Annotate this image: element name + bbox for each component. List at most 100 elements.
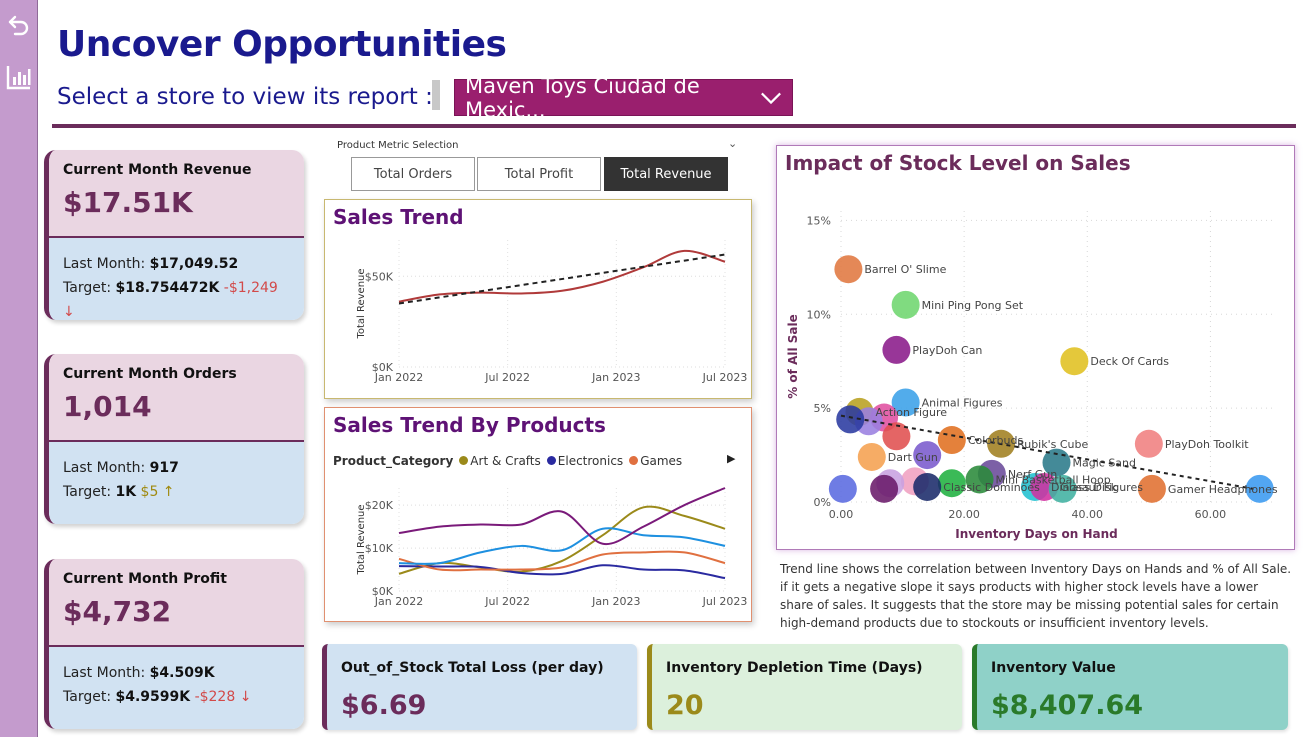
sales-by-products-series-line <box>398 487 726 546</box>
stock-impact-x-tick: 60.00 <box>1195 508 1227 521</box>
kpi-revenue-value: $17.51K <box>63 186 193 219</box>
data-point-mini-basketball-hoop <box>965 465 994 494</box>
legend-item-games[interactable]: Games <box>629 454 682 468</box>
sales-by-products-y-tick: $0K <box>372 585 394 598</box>
store-select-label: Select a store to view its report : <box>57 84 433 110</box>
sales-by-products-y-tick: $10K <box>365 542 394 555</box>
sales-trend-y-tick: $50K <box>365 270 394 283</box>
stock-impact-title: Impact of Stock Level on Sales <box>785 151 1131 175</box>
data-label-colorbuds: Colorbuds <box>968 434 1024 447</box>
stock-impact-y-label: % of All Sale <box>786 314 800 399</box>
metric-button-total-revenue[interactable]: Total Revenue <box>604 157 728 191</box>
data-label-mini-basketball-hoop: Mini Basketball Hoop <box>996 473 1111 486</box>
kpi-card-revenue: Current Month Revenue $17.51K Last Month… <box>44 150 304 320</box>
data-point-playdoh-toolkit <box>1134 429 1163 458</box>
data-label-rubik-s-cube: Rubik's Cube <box>1017 438 1088 451</box>
product-legend: Product_Category Art & Crafts Electronic… <box>333 454 682 468</box>
legend-item-art-crafts[interactable]: Art & Crafts <box>459 454 541 468</box>
data-point-classic-dominoes <box>913 472 942 501</box>
kpi-orders-variance: $5 ↑ <box>140 484 175 500</box>
sales-trend-title: Sales Trend <box>333 205 464 229</box>
sales-by-products-title: Sales Trend By Products <box>333 413 606 437</box>
kpi-orders-value: 1,014 <box>63 390 152 423</box>
data-label-action-figure: Action Figure <box>875 406 947 419</box>
kpi-loss-label: Out_of_Stock Total Loss (per day) <box>341 660 604 676</box>
sales-by-products-series-line <box>398 564 726 580</box>
stock-impact-trend-line <box>840 414 1254 490</box>
kpi-depletion-label: Inventory Depletion Time (Days) <box>666 660 923 676</box>
kpi-revenue-target: Target: $18.754472K -$1,249 ↓ <box>63 280 278 320</box>
sales-trend-x-tick: Jan 2022 <box>374 371 423 384</box>
stock-impact-y-tick: 10% <box>807 308 831 321</box>
legend-next-icon[interactable]: ▶ <box>727 452 736 465</box>
kpi-inventory-label: Inventory Value <box>991 660 1116 676</box>
data-point-dart-gun <box>857 442 886 471</box>
legend-item-electronics[interactable]: Electronics <box>546 454 623 468</box>
sales-by-products-y-tick: $20K <box>365 499 394 512</box>
kpi-depletion-value: 20 <box>666 690 704 721</box>
store-dropdown[interactable]: Maven Toys Ciudad de Mexic... <box>454 74 793 122</box>
data-label-animal-figures: Animal Figures <box>922 396 1003 409</box>
data-point <box>1048 474 1077 503</box>
sales-by-products-x-tick: Jan 2023 <box>591 595 640 608</box>
data-point-deck-of-cards <box>1060 347 1089 376</box>
sales-trend-series-line <box>398 249 726 303</box>
data-point <box>882 422 911 451</box>
sales-trend-y-label: Total Revenue <box>356 268 367 339</box>
trend-explanation: Trend line shows the correlation between… <box>780 562 1292 630</box>
data-label-dinosaur-figures: Dinosaur Figures <box>1051 481 1143 494</box>
header-rule <box>52 124 1296 128</box>
sales-trend-x-tick: Jul 2023 <box>702 371 748 384</box>
data-point <box>937 469 966 498</box>
stock-impact-y-tick: 5% <box>814 402 831 415</box>
metric-button-total-profit[interactable]: Total Profit <box>477 157 601 191</box>
data-point-barrel-o-slime <box>834 255 863 284</box>
kpi-inventory-value-number: $8,407.64 <box>991 690 1144 721</box>
kpi-revenue-variance: -$1,249 ↓ <box>63 280 278 320</box>
sales-by-products-series-line <box>398 527 726 565</box>
kpi-profit-target: Target: $4.9599K -$228 ↓ <box>63 689 252 705</box>
sales-trend-x-tick: Jul 2022 <box>484 371 530 384</box>
page-title: Uncover Opportunities <box>57 24 507 65</box>
sales-trend-trend-line <box>398 253 726 305</box>
store-dropdown-value: Maven Toys Ciudad de Mexic... <box>465 73 700 122</box>
stock-impact-x-label: Inventory Days on Hand <box>955 527 1117 541</box>
data-point <box>870 474 899 503</box>
data-point-animal-figures <box>891 388 920 417</box>
stock-impact-x-tick: 20.00 <box>948 508 980 521</box>
kpi-profit-value: $4,732 <box>63 595 172 628</box>
data-point <box>1245 474 1274 503</box>
data-label-glass-disk: Glass Disk <box>1060 481 1118 494</box>
data-label-playdoh-can: PlayDoh Can <box>912 344 982 357</box>
data-label-magic-sand: Magic Sand <box>1073 457 1137 470</box>
sales-by-products-series-line <box>398 550 726 572</box>
sales-by-products-x-tick: Jul 2022 <box>484 595 530 608</box>
data-label-playdoh-toolkit: PlayDoh Toolkit <box>1165 438 1249 451</box>
kpi-profit-variance: -$228 ↓ <box>194 689 252 705</box>
sales-trend-card: Sales Trend $0K $50K Jan 2022 Jul 2022 Jan 2… <box>324 199 752 399</box>
data-point-gamer-headphones <box>1137 474 1166 503</box>
data-point <box>828 474 857 503</box>
sales-by-products-y-label: Total Revenue <box>356 504 367 575</box>
stock-impact-x-tick: 40.00 <box>1072 508 1104 521</box>
legend-title: Product_Category <box>333 454 454 468</box>
kpi-revenue-last-month: Last Month: $17,049.52 <box>63 256 239 272</box>
back-arrow-icon[interactable] <box>4 10 34 40</box>
kpi-loss-value: $6.69 <box>341 690 427 721</box>
metric-button-total-orders[interactable]: Total Orders <box>351 157 475 191</box>
data-label-nerf-gun: Nerf Gun <box>1008 468 1057 481</box>
stock-impact-card: Impact of Stock Level on Sales 0% 5% 10% 15… <box>776 145 1295 550</box>
kpi-orders-target: Target: 1K $5 ↑ <box>63 484 175 500</box>
sidebar <box>0 0 38 737</box>
kpi-orders-last-month: Last Month: 917 <box>63 460 179 476</box>
kpi-out-of-stock-loss: Out_of_Stock Total Loss (per day) $6.69 <box>322 644 637 730</box>
stock-impact-chart: 0% 5% 10% 15% 0.00 20.00 40.00 60.00 Inventory D… <box>786 211 1278 541</box>
data-label-barrel-o-slime: Barrel O' Slime <box>864 263 946 276</box>
chevron-down-icon[interactable]: ⌄ <box>728 137 738 150</box>
bar-chart-icon[interactable] <box>4 62 34 92</box>
sales-trend-chart: $0K $50K Jan 2022 Jul 2022 Jan 2023 Jul 2023 T… <box>356 240 748 384</box>
sales-trend-x-tick: Jan 2023 <box>591 371 640 384</box>
kpi-card-profit: Current Month Profit $4,732 Last Month: … <box>44 559 304 729</box>
kpi-card-orders: Current Month Orders 1,014 Last Month: 9… <box>44 354 304 524</box>
